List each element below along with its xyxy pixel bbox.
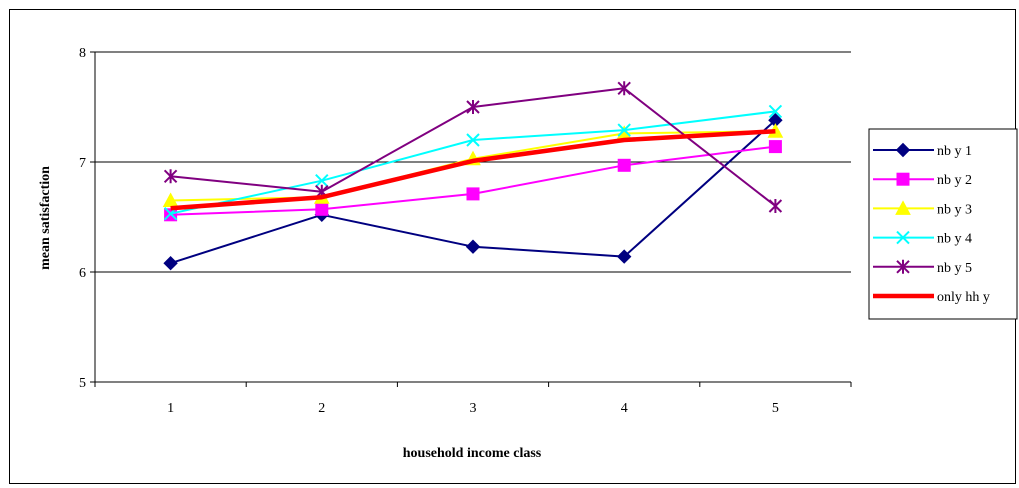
x-tick-label: 4 [621, 401, 628, 416]
x-tick-label: 2 [318, 401, 325, 416]
legend-label: nb y 4 [937, 232, 972, 247]
data-point [315, 173, 329, 188]
x-axis-title: household income class [403, 446, 542, 461]
legend: nb y 1 nb y 2 nb y 3 nb y 4 nb y 5 only hh y [868, 128, 1018, 320]
legend-swatch-marker [895, 200, 911, 215]
data-point [768, 140, 782, 154]
chart-frame [9, 9, 1016, 484]
y-tick-label: 7 [79, 156, 86, 171]
data-point [163, 255, 178, 271]
series-1 [163, 112, 783, 271]
legend-entry-2: nb y 2 [873, 172, 972, 188]
legend-entry-1: nb y 1 [873, 142, 972, 159]
x-tick-label: 5 [772, 401, 779, 416]
legend-items: nb y 1 nb y 2 nb y 3 nb y 4 nb y 5 only hh y [873, 142, 990, 305]
data-point [315, 202, 329, 216]
series-2 [164, 140, 782, 222]
data-point [768, 104, 783, 119]
series-6 [170, 128, 776, 211]
data-point [466, 187, 480, 201]
y-tick-label: 5 [79, 376, 86, 391]
legend-swatch-marker [896, 259, 910, 274]
legend-swatch-marker [896, 172, 910, 186]
data-point [466, 133, 480, 147]
legend-box [868, 128, 1018, 320]
y-tick-label: 6 [79, 266, 86, 281]
legend-entry-6: only hh y [873, 290, 990, 305]
series-4 [163, 104, 783, 221]
series-layer [162, 81, 784, 271]
data-point [617, 158, 631, 172]
legend-entry-5: nb y 5 [873, 259, 972, 276]
legend-label: nb y 2 [937, 173, 972, 188]
legend-label: nb y 1 [937, 144, 972, 159]
x-tick-label: 1 [167, 401, 174, 416]
y-axis-title: mean satisfaction [38, 166, 53, 270]
data-point [163, 169, 178, 184]
data-point [465, 239, 481, 254]
legend-swatch-marker [895, 142, 911, 158]
axis-layer: 5 6 7 8 1 2 3 4 5 [79, 46, 852, 416]
data-point [616, 249, 632, 264]
data-point [466, 100, 480, 114]
legend-label: only hh y [937, 290, 990, 305]
legend-label: nb y 5 [937, 261, 972, 276]
legend-swatch-marker [896, 230, 910, 245]
data-point [768, 199, 783, 213]
x-tick-label: 3 [470, 401, 477, 416]
legend-label: nb y 3 [937, 202, 972, 217]
data-point [617, 81, 631, 96]
legend-entry-4: nb y 4 [873, 230, 972, 247]
data-point [617, 123, 631, 137]
legend-entry-3: nb y 3 [873, 200, 972, 217]
series-line [170, 128, 776, 211]
y-tick-label: 8 [79, 46, 86, 61]
